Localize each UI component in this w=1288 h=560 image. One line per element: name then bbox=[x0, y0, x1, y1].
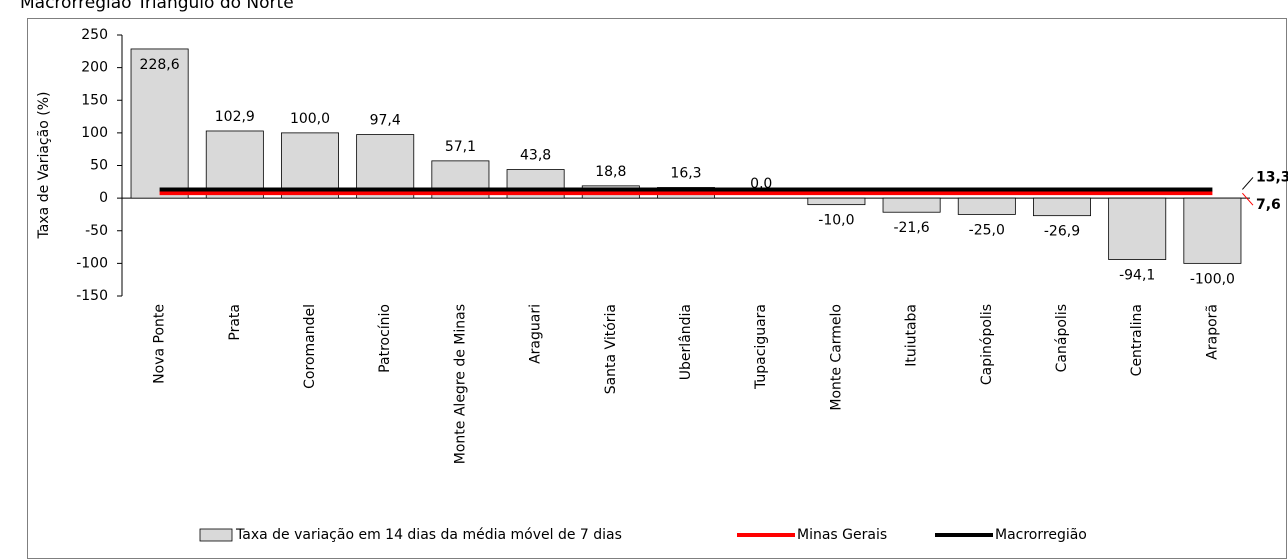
x-tick-label: Araporã bbox=[1204, 304, 1220, 360]
data-label: -94,1 bbox=[1119, 268, 1155, 284]
data-label: -10,0 bbox=[818, 213, 854, 229]
y-tick-label: 250 bbox=[81, 27, 108, 43]
y-tick-label: 100 bbox=[81, 125, 108, 141]
y-tick-label: 200 bbox=[81, 60, 108, 76]
x-tick-label: Monte Carmelo bbox=[828, 304, 844, 411]
data-label: 43,8 bbox=[520, 148, 551, 164]
y-tick-label: -150 bbox=[76, 288, 108, 304]
data-label: 228,6 bbox=[140, 57, 180, 73]
y-tick-label: 50 bbox=[90, 158, 108, 174]
data-label: 57,1 bbox=[445, 139, 476, 155]
x-tick-label: Centralina bbox=[1129, 304, 1145, 376]
data-label: -21,6 bbox=[893, 220, 929, 236]
bar bbox=[205, 130, 264, 199]
data-label: -100,0 bbox=[1190, 271, 1235, 287]
bar bbox=[1108, 197, 1167, 260]
y-tick-label: -50 bbox=[85, 223, 108, 239]
bar bbox=[807, 197, 866, 206]
data-label: 13,3 bbox=[1256, 169, 1288, 185]
data-label: 100,0 bbox=[290, 111, 330, 127]
y-tick-label: -100 bbox=[76, 255, 108, 271]
chart-frame bbox=[27, 18, 1287, 559]
x-tick-label: Capinópolis bbox=[979, 304, 995, 385]
legend-label: Minas Gerais bbox=[797, 527, 887, 543]
legend-label: Macrorregião bbox=[995, 527, 1087, 543]
y-tick-label: 0 bbox=[99, 190, 108, 206]
leader-line bbox=[1242, 192, 1254, 206]
x-tick-label: Ituiutaba bbox=[904, 304, 920, 367]
x-tick-label: Araguari bbox=[528, 304, 544, 364]
x-tick-label: Prata bbox=[227, 304, 243, 341]
y-tick-label: 150 bbox=[81, 92, 108, 108]
leader-line bbox=[1242, 177, 1254, 190]
legend-label: Taxa de variação em 14 dias da média móv… bbox=[235, 527, 622, 543]
x-tick-label: Uberlândia bbox=[678, 304, 694, 380]
legend-swatch bbox=[199, 528, 233, 542]
chart-title: Macrorregião Triângulo do Norte bbox=[20, 0, 294, 13]
x-tick-label: Canápolis bbox=[1054, 304, 1070, 372]
data-label: -26,9 bbox=[1044, 224, 1080, 240]
y-axis-title: Taxa de Variação (%) bbox=[36, 92, 52, 240]
x-tick-label: Santa Vitória bbox=[603, 304, 619, 394]
data-label: -25,0 bbox=[969, 222, 1005, 238]
x-tick-label: Nova Ponte bbox=[152, 304, 168, 384]
x-tick-label: Monte Alegre de Minas bbox=[452, 304, 468, 464]
bar bbox=[882, 197, 941, 213]
bar bbox=[130, 48, 189, 199]
data-label: 7,6 bbox=[1256, 197, 1281, 213]
bar bbox=[957, 197, 1016, 215]
x-tick-label: Patrocínio bbox=[377, 304, 393, 373]
data-label: 16,3 bbox=[670, 165, 701, 181]
x-tick-label: Coromandel bbox=[302, 304, 318, 389]
x-tick-label: Tupaciguara bbox=[753, 304, 769, 390]
data-label: 102,9 bbox=[215, 109, 255, 125]
data-label: 18,8 bbox=[595, 164, 626, 180]
data-label: 97,4 bbox=[370, 113, 401, 129]
bar bbox=[281, 132, 339, 199]
bar bbox=[1033, 197, 1091, 217]
bar bbox=[1183, 197, 1242, 264]
